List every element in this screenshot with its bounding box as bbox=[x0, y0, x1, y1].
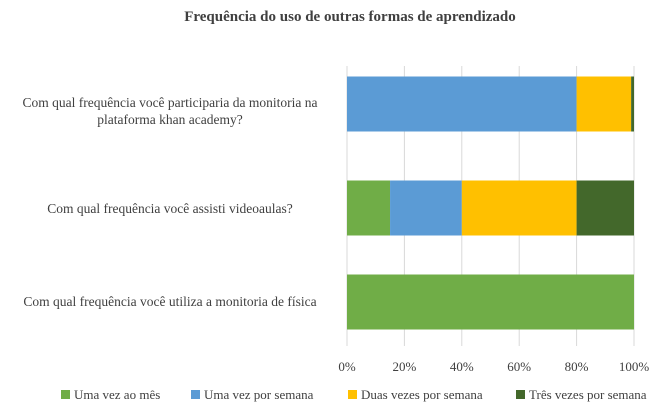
x-tick-label: 60% bbox=[507, 359, 531, 374]
legend-label: Uma vez ao mês bbox=[74, 387, 161, 402]
legend-swatch bbox=[516, 390, 525, 399]
category-label-videoaulas: Com qual frequência você assisti videoau… bbox=[47, 201, 293, 216]
bar-segment bbox=[390, 180, 462, 236]
x-tick-label: 80% bbox=[565, 359, 589, 374]
x-tick-label: 20% bbox=[392, 359, 416, 374]
legend-item-tres-vezes-por-semana: Três vezes por semana bbox=[516, 387, 647, 403]
legend-item-uma-vez-por-semana: Uma vez por semana bbox=[191, 387, 313, 403]
legend: Uma vez ao mês Uma vez por semana Duas v… bbox=[0, 387, 672, 407]
legend-label: Três vezes por semana bbox=[529, 387, 647, 402]
legend-item-uma-vez-ao-mes: Uma vez ao mês bbox=[61, 387, 160, 403]
bar-segment bbox=[576, 76, 632, 132]
x-tick-label: 100% bbox=[619, 359, 650, 374]
legend-swatch bbox=[61, 390, 70, 399]
legend-swatch bbox=[348, 390, 357, 399]
category-label-monitoria-fisica: Com qual frequência você utiliza a monit… bbox=[23, 294, 317, 309]
bar-segment bbox=[347, 180, 391, 236]
legend-label: Duas vezes por semana bbox=[361, 387, 483, 402]
x-tick-label: 0% bbox=[338, 359, 356, 374]
bar-segment bbox=[461, 180, 577, 236]
chart-title: Frequência do uso de outras formas de ap… bbox=[184, 9, 516, 25]
x-tick-label: 40% bbox=[450, 359, 474, 374]
bar-segment bbox=[347, 76, 577, 132]
bar-segment bbox=[576, 180, 634, 236]
bar-segment bbox=[631, 76, 634, 132]
legend-label: Uma vez por semana bbox=[204, 387, 314, 402]
bar-segment bbox=[347, 274, 634, 330]
category-label-khan-academy: Com qual frequência você participaria da… bbox=[22, 95, 318, 127]
legend-swatch bbox=[191, 390, 200, 399]
legend-item-duas-vezes-por-semana: Duas vezes por semana bbox=[348, 387, 483, 403]
